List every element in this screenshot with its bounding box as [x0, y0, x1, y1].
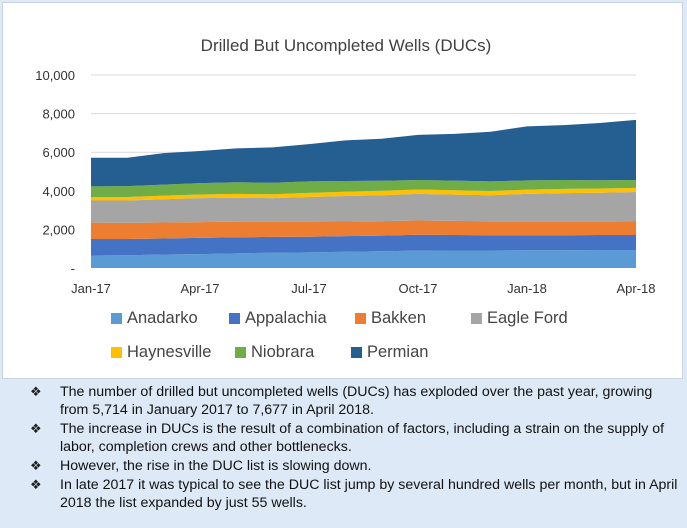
- area-haynesville: [91, 187, 636, 201]
- x-tick-label: Apr-17: [180, 281, 219, 296]
- legend-label-haynesville: Haynesville: [127, 343, 211, 361]
- note-text: The number of drilled but uncompleted we…: [60, 384, 653, 418]
- note-item: ❖ The increase in DUCs is the result of a…: [30, 420, 680, 456]
- legend-swatch-niobrara: [235, 347, 246, 358]
- diamond-bullet-icon: ❖: [30, 421, 42, 436]
- area-appalachia: [91, 234, 636, 256]
- area-anadarko: [91, 250, 636, 268]
- note-text: The increase in DUCs is the result of a …: [60, 421, 665, 455]
- chart-title: Drilled But Uncompleted Wells (DUCs): [201, 36, 492, 55]
- legend-label-bakken: Bakken: [371, 309, 426, 327]
- legend-label-appalachia: Appalachia: [245, 309, 327, 327]
- x-tick-label: Jul-17: [291, 281, 326, 296]
- legend-label-permian: Permian: [367, 343, 428, 361]
- legend: Anadarko Appalachia Bakken Eagle Ford Haynes…: [111, 309, 568, 361]
- legend-swatch-appalachia: [229, 313, 240, 324]
- chart-panel: Drilled But Uncompleted Wells (DUCs) - 2,…: [2, 2, 683, 379]
- diamond-bullet-icon: ❖: [30, 458, 42, 473]
- note-item: ❖ However, the rise in the DUC list is sl…: [30, 457, 680, 475]
- x-tick-label: Apr-18: [616, 281, 655, 296]
- legend-swatch-eagle-ford: [471, 313, 482, 324]
- area-niobrara: [91, 179, 636, 197]
- y-tick-label: 10,000: [35, 68, 75, 83]
- x-tick-label: Oct-17: [398, 281, 437, 296]
- y-tick-label: 4,000: [42, 184, 75, 199]
- legend-swatch-anadarko: [111, 313, 122, 324]
- y-axis-ticks: - 2,000 4,000 6,000 8,000 10,000: [35, 68, 75, 276]
- legend-swatch-permian: [351, 347, 362, 358]
- area-eagle-ford: [91, 191, 636, 223]
- diamond-bullet-icon: ❖: [30, 477, 42, 492]
- legend-swatch-bakken: [355, 313, 366, 324]
- x-axis-ticks: Jan-17 Apr-17 Jul-17 Oct-17 Jan-18 Apr-18: [71, 281, 655, 296]
- x-tick-label: Jan-18: [507, 281, 547, 296]
- note-item: ❖ In late 2017 it was typical to see the …: [30, 476, 680, 512]
- area-permian: [91, 119, 636, 187]
- y-tick-label: 2,000: [42, 222, 75, 237]
- note-item: ❖ The number of drilled but uncompleted w…: [30, 383, 680, 419]
- y-tick-label: 8,000: [42, 107, 75, 122]
- notes-list: ❖ The number of drilled but uncompleted w…: [30, 383, 680, 513]
- area-bakken: [91, 220, 636, 240]
- duc-area-chart: Drilled But Uncompleted Wells (DUCs) - 2,…: [35, 36, 655, 361]
- note-text: However, the rise in the DUC list is slo…: [60, 458, 372, 474]
- y-tick-label: 6,000: [42, 145, 75, 160]
- legend-swatch-haynesville: [111, 347, 122, 358]
- y-tick-label: -: [71, 261, 75, 276]
- note-text: In late 2017 it was typical to see the D…: [60, 477, 678, 511]
- x-tick-label: Jan-17: [71, 281, 111, 296]
- legend-label-anadarko: Anadarko: [127, 309, 198, 327]
- stacked-areas: [91, 119, 636, 268]
- diamond-bullet-icon: ❖: [30, 384, 42, 399]
- legend-label-niobrara: Niobrara: [251, 343, 315, 361]
- legend-label-eagle-ford: Eagle Ford: [487, 309, 568, 327]
